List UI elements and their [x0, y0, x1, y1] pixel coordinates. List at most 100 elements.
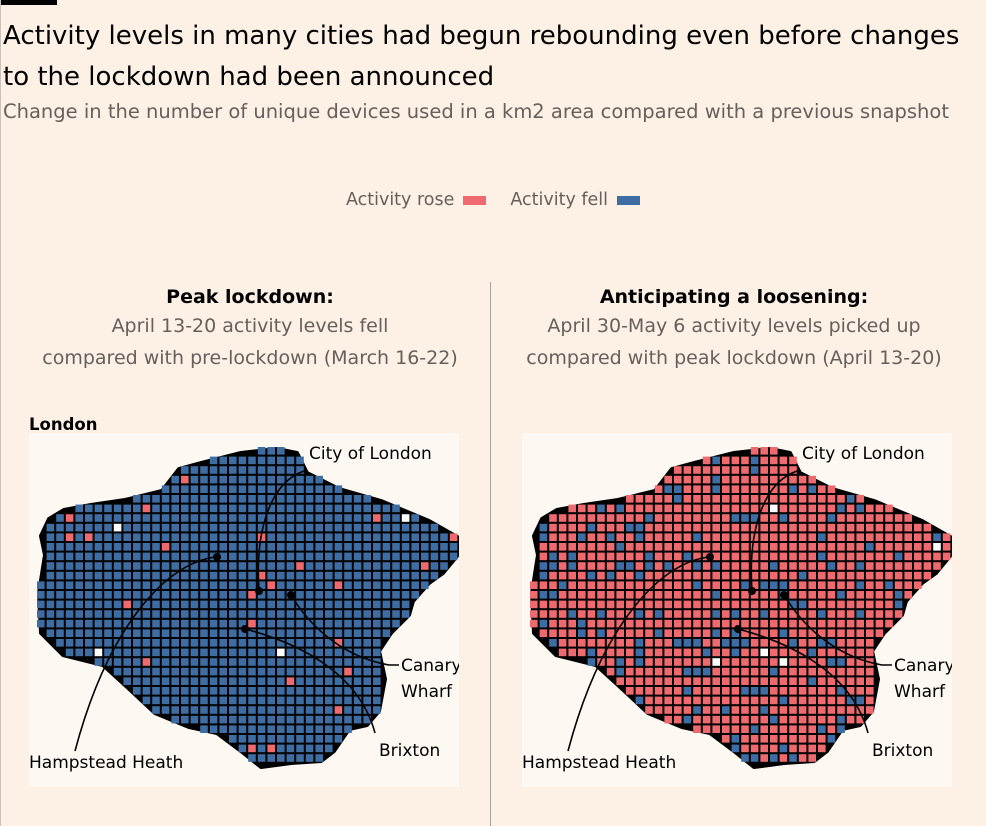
map-cell-rose	[693, 514, 701, 522]
map-cell-fell	[161, 639, 170, 647]
map-cell-rose	[286, 677, 295, 685]
map-cell-rose	[856, 648, 864, 657]
map-cell-fell	[190, 696, 199, 705]
map-cell-rose	[818, 629, 826, 637]
map-cell-fell	[46, 619, 55, 628]
map-cell-rose	[597, 619, 605, 628]
map-cell-rose	[664, 552, 672, 561]
map-cell-rose	[558, 543, 567, 551]
map-cell-rose	[770, 687, 778, 695]
map-cell-rose	[770, 610, 778, 618]
map-cell-fell	[248, 715, 256, 724]
map-cell-rose	[904, 581, 912, 589]
map-cell-fell	[856, 696, 864, 705]
map-cell-rose	[818, 648, 826, 657]
map-cell-fell	[238, 629, 247, 637]
map-cell-fell	[325, 610, 333, 618]
map-cell-rose	[597, 552, 605, 561]
map-cell-fell	[142, 543, 151, 551]
map-cell-fell	[334, 504, 343, 513]
map-cell-fell	[373, 543, 381, 551]
map-cell-fell	[267, 715, 275, 724]
map-cell-fell	[200, 495, 208, 503]
map-cell-rose	[635, 677, 644, 685]
map-cell-rose	[568, 543, 576, 551]
map-cell-nodata	[933, 543, 941, 551]
map-cell-fell	[789, 754, 797, 762]
map-cell-fell	[334, 552, 343, 561]
map-cell-fell	[808, 677, 816, 685]
map-cell-fell	[894, 552, 903, 561]
map-cell-fell	[267, 543, 275, 551]
map-cell-fell	[353, 495, 362, 503]
map-cell-fell	[123, 581, 131, 589]
legend-label-rose: Activity rose	[345, 190, 455, 210]
map-cell-rose	[808, 514, 816, 522]
map-cell-fell	[363, 706, 371, 714]
map-cell-fell	[267, 562, 275, 570]
map-cell-rose	[856, 667, 864, 676]
map-cell-rose	[741, 610, 749, 618]
map-cell-rose	[549, 610, 557, 618]
map-cell-fell	[722, 706, 730, 714]
map-cell-fell	[277, 581, 285, 589]
map-cell-rose	[568, 648, 576, 657]
label-halo	[377, 741, 443, 761]
map-cell-fell	[363, 514, 371, 522]
map-cell-fell	[344, 619, 352, 628]
map-cell-fell	[315, 629, 323, 637]
map-cell-rose	[654, 600, 663, 609]
map-cell-fell	[85, 619, 93, 628]
map-cell-fell	[305, 610, 314, 618]
map-cell-fell	[152, 648, 160, 657]
map-cell-rose	[616, 639, 624, 647]
map-cell-rose	[722, 485, 730, 493]
map-cell-rose	[770, 466, 778, 474]
map-cell-fell	[142, 610, 151, 618]
map-cell-rose	[530, 619, 538, 628]
map-cell-fell	[856, 562, 864, 570]
map-cell-fell	[181, 610, 189, 618]
map-cell-rose	[760, 715, 768, 724]
map-cell-fell	[277, 591, 285, 599]
map-cell-fell	[209, 629, 218, 637]
map-cell-fell	[421, 533, 429, 541]
location-marker	[255, 587, 263, 595]
map-cell-rose	[606, 667, 615, 676]
map-cell-fell	[760, 581, 768, 589]
map-cell-rose	[837, 696, 845, 705]
map-cell-rose	[856, 533, 864, 541]
map-cell-fell	[94, 658, 103, 666]
map-cell-fell	[334, 591, 343, 599]
map-cell-fell	[229, 533, 237, 541]
map-cell-fell	[846, 696, 855, 705]
map-cell-rose	[770, 475, 778, 484]
map-cell-rose	[760, 543, 768, 551]
map-cell-rose	[65, 533, 74, 541]
map-cell-rose	[827, 523, 836, 532]
map-cell-rose	[683, 485, 692, 493]
map-cell-fell	[449, 543, 458, 551]
map-cell-fell	[200, 648, 208, 657]
map-cell-fell	[334, 677, 343, 685]
map-cell-fell	[382, 571, 391, 580]
map-cell-fell	[171, 562, 179, 570]
map-cell-fell	[286, 552, 295, 561]
map-cell-rose	[866, 677, 874, 685]
map-cell-fell	[296, 677, 304, 685]
map-cell-rose	[837, 571, 845, 580]
map-cell-rose	[808, 552, 816, 561]
map-cell-fell	[539, 619, 548, 628]
map-cell-fell	[113, 552, 122, 561]
map-cell-fell	[597, 629, 605, 637]
map-cell-rose	[760, 677, 768, 685]
map-cell-fell	[702, 648, 711, 657]
map-cell-fell	[353, 696, 362, 705]
map-cell-fell	[411, 562, 419, 570]
map-cell-rose	[597, 533, 605, 541]
map-cell-fell	[219, 591, 227, 599]
map-cell-fell	[568, 552, 576, 561]
map-cell-fell	[123, 523, 131, 532]
map-cell-fell	[578, 533, 586, 541]
map-cell-rose	[693, 610, 701, 618]
